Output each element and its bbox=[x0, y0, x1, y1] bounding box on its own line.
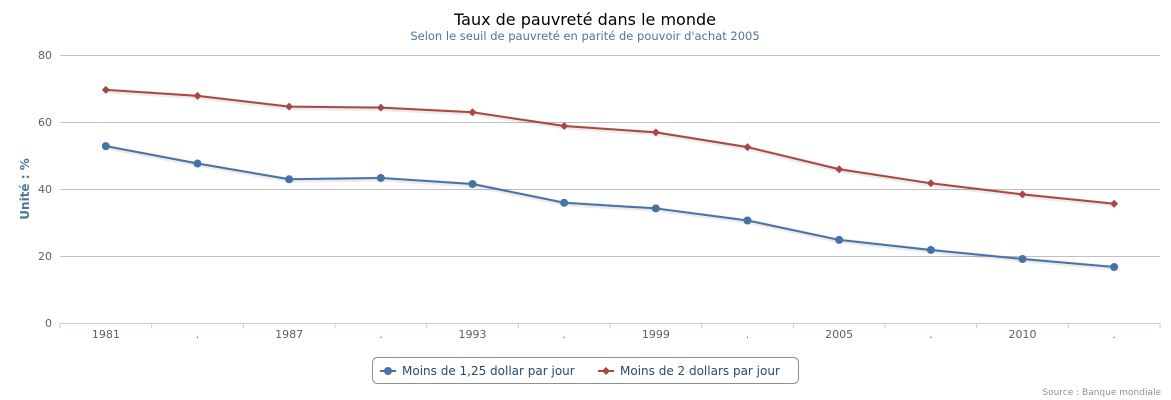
x-tick-label: . bbox=[929, 328, 933, 341]
y-tick-label: 0 bbox=[45, 317, 52, 330]
y-tick-label: 20 bbox=[38, 250, 52, 263]
x-tick-label: . bbox=[379, 328, 383, 341]
data-point bbox=[835, 235, 844, 244]
legend-item[interactable]: Moins de 1,25 dollar par jour bbox=[380, 364, 575, 378]
series-line bbox=[105, 145, 1115, 269]
data-point bbox=[926, 179, 935, 188]
x-tick-label: 1981 bbox=[92, 328, 120, 341]
data-point bbox=[651, 204, 660, 213]
data-point bbox=[193, 91, 202, 100]
data-point bbox=[560, 122, 569, 131]
data-point bbox=[835, 165, 844, 174]
series-shadow bbox=[106, 144, 1116, 271]
chart-subtitle: Selon le seuil de pauvreté en parité de … bbox=[410, 29, 759, 43]
data-point bbox=[1018, 190, 1027, 199]
data-point bbox=[101, 142, 110, 151]
x-tick-label: 1999 bbox=[642, 328, 670, 341]
legend-item[interactable]: Moins de 2 dollars par jour bbox=[598, 364, 780, 378]
data-point bbox=[285, 175, 294, 184]
x-tick-label: 1987 bbox=[275, 328, 303, 341]
y-axis-label: Unité : % bbox=[18, 158, 32, 219]
chart-title: Taux de pauvreté dans le monde bbox=[453, 10, 716, 29]
data-point bbox=[376, 103, 385, 112]
data-point bbox=[101, 85, 110, 94]
x-tick-label: 1993 bbox=[459, 328, 487, 341]
circle-icon bbox=[384, 367, 392, 375]
legend-label: Moins de 1,25 dollar par jour bbox=[402, 364, 575, 378]
legend-label: Moins de 2 dollars par jour bbox=[620, 364, 780, 378]
data-point bbox=[1018, 255, 1027, 264]
x-tick-label: 2005 bbox=[825, 328, 853, 341]
y-tick-label: 60 bbox=[38, 116, 52, 129]
data-point bbox=[468, 179, 477, 188]
data-point bbox=[376, 173, 385, 182]
data-point bbox=[743, 216, 752, 225]
diamond-icon bbox=[602, 367, 610, 375]
y-tick-label: 80 bbox=[38, 49, 52, 62]
x-tick-label: . bbox=[746, 328, 750, 341]
data-point bbox=[651, 128, 660, 137]
x-tick-label: 2010 bbox=[1009, 328, 1037, 341]
series-line bbox=[105, 88, 1115, 205]
x-tick-label: . bbox=[1112, 328, 1116, 341]
data-point bbox=[1110, 199, 1119, 208]
data-point bbox=[1110, 263, 1119, 272]
data-point bbox=[193, 159, 202, 168]
x-tick-label: . bbox=[196, 328, 200, 341]
x-tick-label: . bbox=[562, 328, 566, 341]
credit-text: Source : Banque mondiale bbox=[1042, 388, 1161, 398]
data-point bbox=[743, 143, 752, 152]
data-point bbox=[285, 102, 294, 111]
data-point bbox=[468, 108, 477, 117]
legend: Moins de 1,25 dollar par jour Moins de 2 … bbox=[372, 357, 799, 384]
data-point bbox=[926, 245, 935, 254]
data-point bbox=[560, 198, 569, 207]
y-tick-label: 40 bbox=[38, 183, 52, 196]
